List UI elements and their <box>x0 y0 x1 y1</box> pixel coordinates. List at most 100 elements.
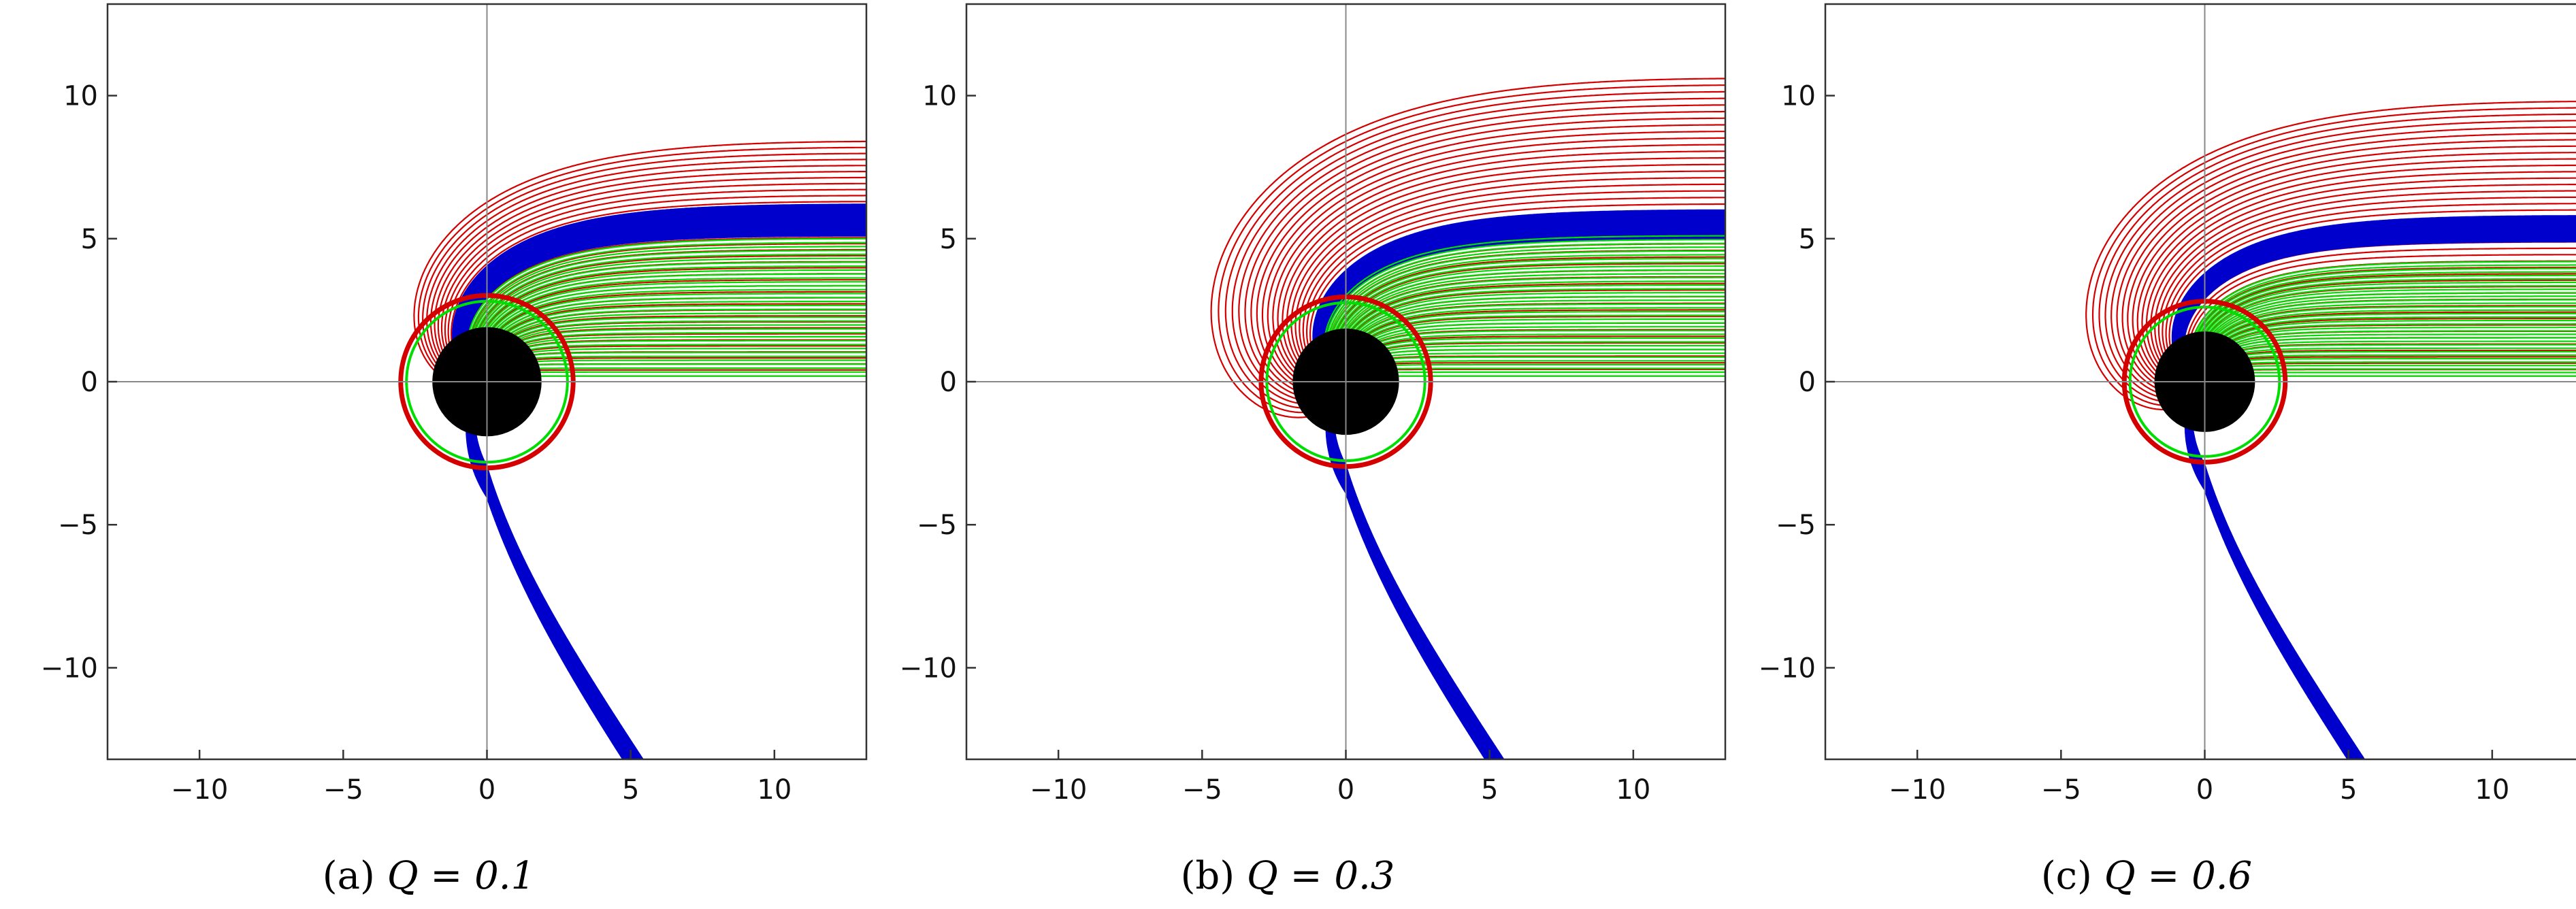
ray-line <box>466 423 626 759</box>
ray-line <box>1331 428 1500 759</box>
trajectory-plot-c: −10 −5 0 5 10 −10 −5 0 5 10 <box>1759 3 2576 806</box>
ray-line <box>2185 419 2351 759</box>
ray-line <box>472 429 640 759</box>
ray-line <box>1332 427 1501 759</box>
ray-line <box>1329 426 1496 759</box>
ray-line <box>2187 420 2355 759</box>
ray-line <box>2189 425 2362 759</box>
ray-line <box>1329 425 1495 759</box>
ray-line <box>523 333 866 344</box>
ray-line <box>2187 421 2356 759</box>
ray-line <box>1340 265 1725 331</box>
ray-line <box>504 300 866 333</box>
ray-line <box>477 254 866 331</box>
ray-line <box>2189 423 2360 759</box>
ray-line <box>1331 427 1501 759</box>
ray-line <box>1329 425 1496 759</box>
caption-c: (c) Q = 0.6 <box>1718 854 2575 898</box>
ray-line <box>470 427 633 759</box>
ray-line <box>485 269 866 329</box>
ray-line <box>2190 425 2362 759</box>
ray-line <box>1218 84 1725 414</box>
ray-line <box>2251 362 2576 365</box>
ray-line <box>2194 261 2576 335</box>
ray-line <box>537 363 866 366</box>
ray-line <box>471 427 638 759</box>
ray-line <box>470 427 634 759</box>
ray-line <box>2168 209 2576 348</box>
ray-line <box>2127 145 2576 380</box>
ray-line <box>2185 418 2349 759</box>
ray-line <box>1327 423 1491 759</box>
ray-line <box>1374 322 1725 340</box>
ray-line <box>1354 288 1725 331</box>
ray-line <box>2104 120 2576 397</box>
ray-line <box>440 182 866 350</box>
ray-line <box>2247 358 2576 361</box>
ray-line <box>2098 113 2576 402</box>
y-tick-label: −5 <box>58 510 98 541</box>
ray-line <box>506 304 866 334</box>
ray-line <box>2191 425 2364 759</box>
ray-line <box>466 423 625 759</box>
ray-line <box>426 159 866 361</box>
ray-line <box>1377 326 1725 342</box>
x-tick-label: −5 <box>323 774 363 806</box>
caption-tag-c: (c) <box>2040 854 2092 898</box>
ray-line <box>1350 282 1725 331</box>
ray-line <box>1330 427 1497 759</box>
ray-line <box>1363 303 1725 334</box>
ray-line <box>467 424 627 759</box>
ray-line <box>472 428 638 759</box>
x-tick-label: 5 <box>622 774 639 806</box>
ray-line <box>2242 344 2576 352</box>
ray-line <box>1369 314 1725 337</box>
ray-line <box>2204 279 2576 333</box>
ray-line <box>1331 427 1499 759</box>
ray-line <box>1358 295 1725 333</box>
ray-line <box>2213 295 2576 335</box>
ray-line <box>1333 429 1504 759</box>
ray-line <box>470 426 634 759</box>
ray-line <box>2189 423 2361 759</box>
ray-line <box>1390 352 1725 357</box>
ray-line <box>2162 196 2576 353</box>
ray-line <box>1372 318 1725 339</box>
ray-line <box>498 288 866 331</box>
ray-line <box>472 429 640 759</box>
y-tick-label: −10 <box>1759 652 1816 684</box>
ray-line <box>470 243 866 333</box>
ray-line <box>474 250 866 331</box>
ray-line <box>1272 144 1725 374</box>
ray-line <box>413 140 866 371</box>
ray-line <box>2186 420 2353 759</box>
ray-line <box>2187 422 2355 759</box>
ray-line <box>473 430 642 759</box>
ray-line <box>470 427 635 759</box>
ray-line <box>1391 356 1725 360</box>
ray-line <box>467 423 627 759</box>
ray-line <box>2185 420 2352 759</box>
ray-line <box>472 429 638 759</box>
ray-line <box>1347 276 1725 331</box>
ray-line <box>1326 423 1490 759</box>
ray-line <box>1329 425 1495 759</box>
caption-tag-a: (a) <box>322 854 375 898</box>
ray-line <box>1261 131 1725 382</box>
ray-line <box>1328 242 1725 334</box>
ray-line <box>2188 422 2357 759</box>
ray-line <box>474 430 644 759</box>
caption-b: (b) Q = 0.3 <box>859 854 1716 898</box>
ray-line <box>2091 107 2576 406</box>
ray-line <box>1325 422 1487 759</box>
x-tick-label: 5 <box>2340 774 2357 806</box>
ray-line <box>2191 425 2366 759</box>
ray-line <box>1333 429 1503 759</box>
ray-line <box>490 277 866 330</box>
ray-line <box>1328 426 1495 759</box>
ray-line <box>1210 78 1725 418</box>
ray-line <box>474 430 642 759</box>
ray-line <box>2187 421 2354 759</box>
ray-line <box>529 345 866 352</box>
ray-line <box>2243 347 2576 354</box>
